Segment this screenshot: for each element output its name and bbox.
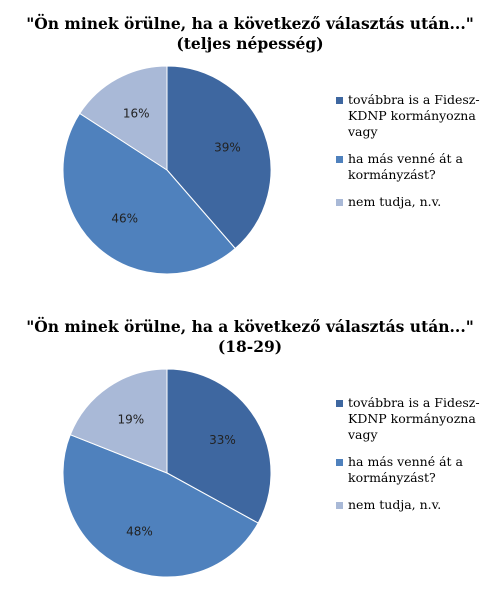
chart-title: "Ön minek örülne, ha a következő választ… [0, 14, 500, 54]
legend-label-line: vagy [348, 427, 378, 442]
pie-slice [166, 65, 272, 250]
pie-slice [69, 368, 168, 474]
legend-swatch [336, 459, 343, 466]
pie-chart: 33% 48% 19% [62, 368, 272, 578]
legend-swatch [336, 97, 343, 104]
chart-subtitle: (18-29) [217, 337, 283, 356]
chart-legend: továbbra is a Fidesz- KDNP kormányozna vag… [336, 92, 500, 221]
pie-slice [166, 368, 272, 524]
legend-swatch [336, 199, 343, 206]
slice-data-label: 39% [214, 140, 241, 154]
legend-entry: ha más venné át a kormányzást? [336, 151, 500, 183]
legend-label-line: nem tudja, n.v. [348, 194, 442, 209]
chart-subtitle: (teljes népesség) [176, 34, 324, 53]
chart-title: "Ön minek örülne, ha a következő választ… [0, 317, 500, 357]
legend-entry: ha más venné át a kormányzást? [336, 454, 500, 486]
legend-swatch [336, 502, 343, 509]
legend-entry: nem tudja, n.v. [336, 194, 500, 210]
chart-panel-total-population: "Ön minek örülne, ha a következő választ… [0, 0, 500, 303]
legend-swatch [336, 156, 343, 163]
slice-data-label: 33% [209, 433, 236, 447]
legend-entry: továbbra is a Fidesz- KDNP kormányozna vag… [336, 92, 500, 140]
chart-panel-age-18-29: "Ön minek örülne, ha a következő választ… [0, 303, 500, 607]
legend-label-line: KDNP kormányozna [348, 108, 476, 123]
chart-title-line: "Ön minek örülne, ha a következő választ… [26, 317, 474, 336]
legend-label-line: továbbra is a Fidesz- [348, 395, 480, 410]
slice-data-label: 48% [126, 524, 153, 538]
slice-data-label: 16% [123, 106, 150, 120]
chart-legend: továbbra is a Fidesz- KDNP kormányozna vag… [336, 395, 500, 524]
chart-title-line: "Ön minek örülne, ha a következő választ… [26, 14, 474, 33]
legend-label-line: ha más venné át a [348, 454, 464, 469]
legend-swatch [336, 400, 343, 407]
legend-label-line: ha más venné át a [348, 151, 464, 166]
legend-label-line: kormányzást? [348, 167, 436, 182]
legend-label-line: KDNP kormányozna [348, 411, 476, 426]
pie-slice [62, 434, 259, 578]
legend-entry: továbbra is a Fidesz- KDNP kormányozna vag… [336, 395, 500, 443]
pie-slice [79, 65, 168, 171]
pie-chart: 39% 46% 16% [62, 65, 272, 275]
legend-label-line: nem tudja, n.v. [348, 497, 442, 512]
legend-label-line: kormányzást? [348, 470, 436, 485]
legend-entry: nem tudja, n.v. [336, 497, 500, 513]
pie-slice [62, 112, 236, 275]
slice-data-label: 46% [111, 212, 138, 226]
legend-label-line: vagy [348, 124, 378, 139]
legend-label-line: továbbra is a Fidesz- [348, 92, 480, 107]
slice-data-label: 19% [117, 413, 144, 427]
